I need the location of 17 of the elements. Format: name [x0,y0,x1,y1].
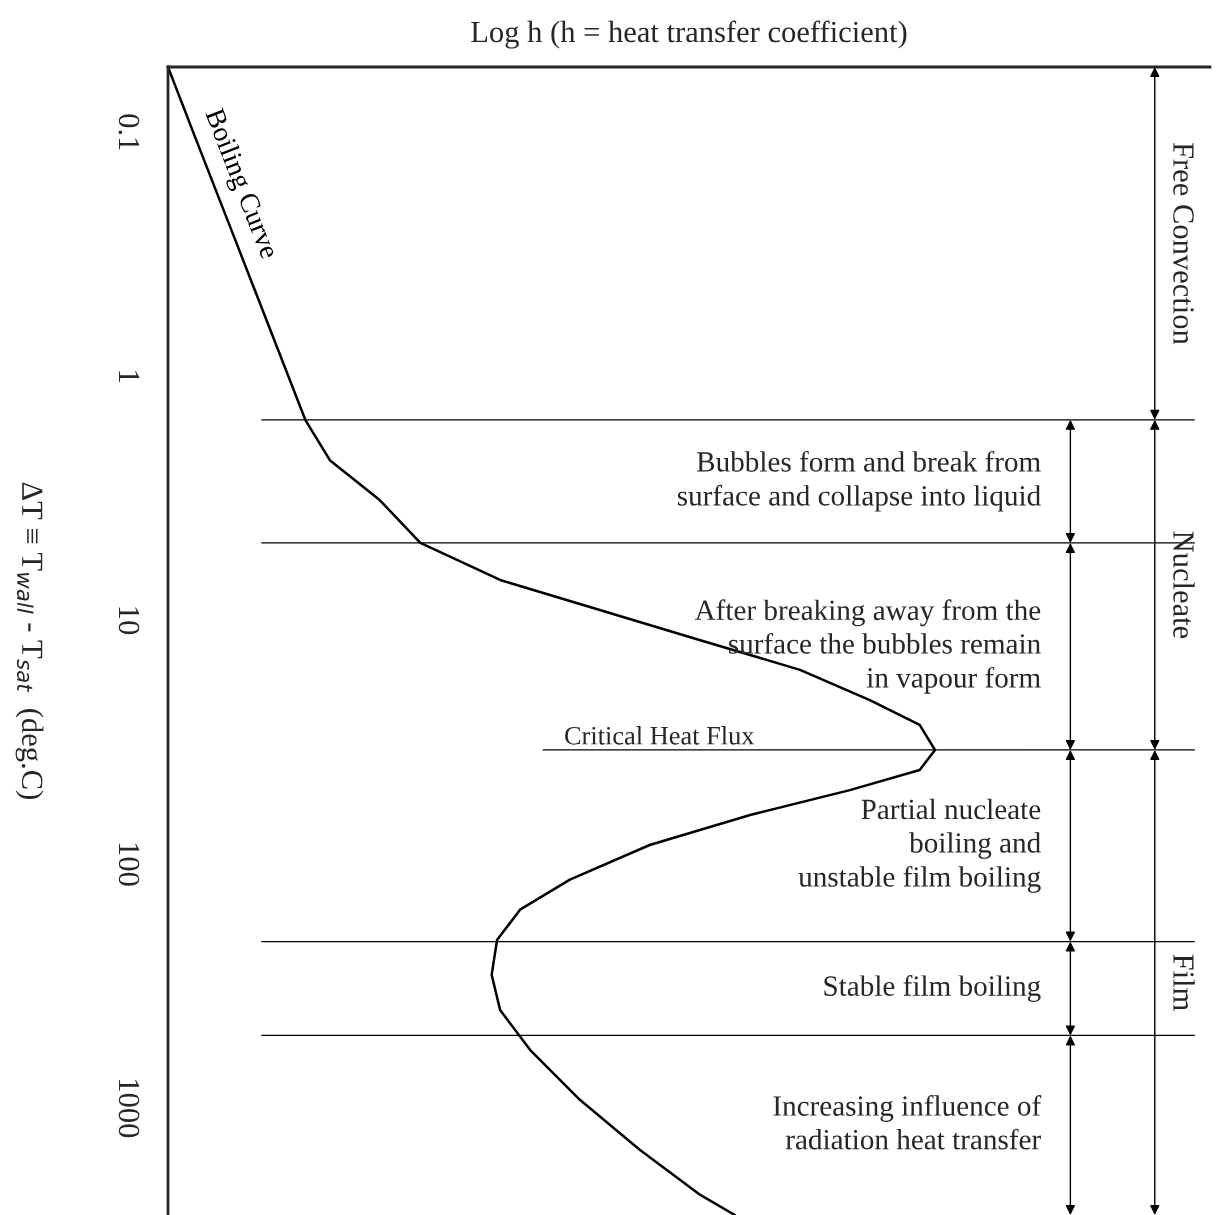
text: Film [1173,954,1195,1011]
annotation: Increasing influence of radiation heat transfer [773,1095,1042,1150]
annotation: After breaking away from the surface the bubbles remain in vapour form [694,599,1041,694]
annotation: Bubbles form and break from surface and collapse into liquid [677,450,1041,512]
y-tick-label: 0.1 [118,114,140,150]
ref-line-label: Critical Heat Flux [565,726,755,745]
y-tick-label: 1 [119,371,140,382]
text: Nucleate [1173,531,1195,639]
text: Boiling Curve [199,106,281,262]
x-axis-title: Log h (h = heat transfer coefficient) [471,20,907,49]
y-tick-label: 1000 [118,1079,140,1138]
y-tick-label: 100 [118,843,140,886]
annotation: Stable film boiling [824,975,1041,1002]
annotation: Partial nucleate boiling and unstable film boiling [798,798,1041,893]
y-tick-label: 10 [118,607,140,635]
text: Free Convection [1173,142,1194,345]
y-axis-title: ΔT ≡ T$_{wall}$ - T$_{sat}$ (deg.C) [15,482,44,799]
